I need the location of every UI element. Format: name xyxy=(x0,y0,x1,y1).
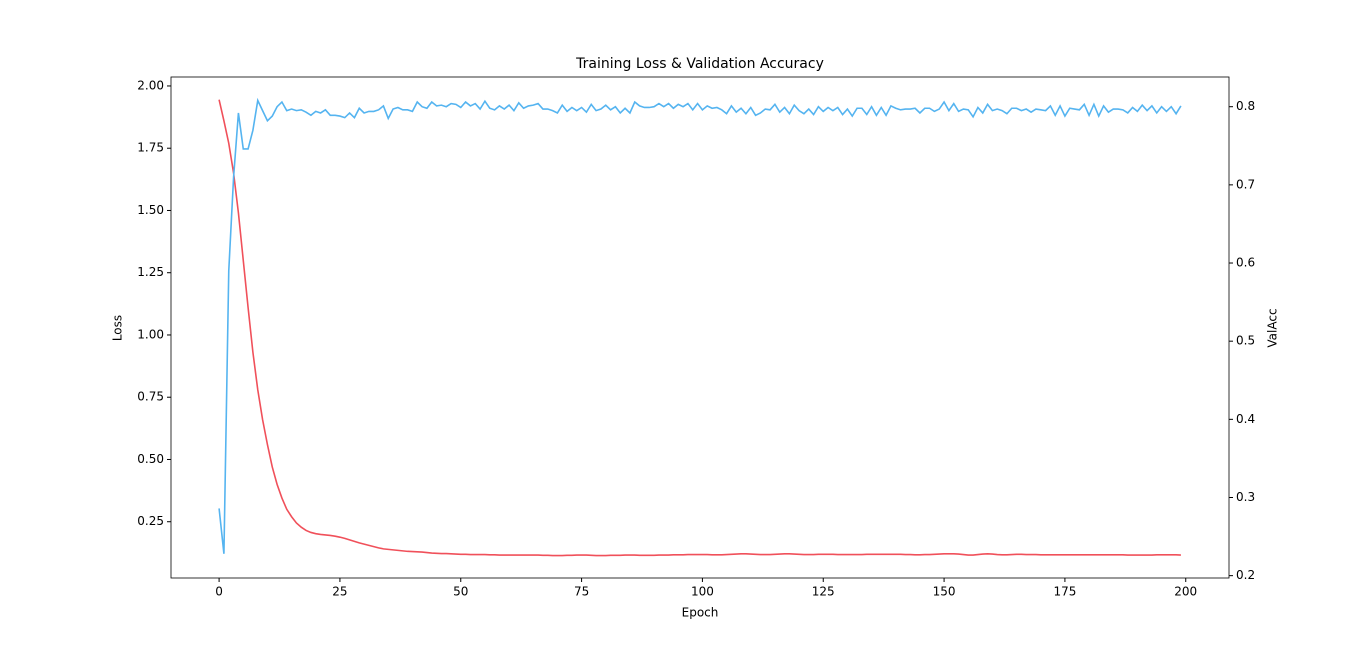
x-tick-label: 200 xyxy=(1174,585,1197,599)
x-tick-label: 175 xyxy=(1053,585,1076,599)
y-tick-label: 1.25 xyxy=(137,265,164,279)
y-tick-label: 1.50 xyxy=(137,203,164,217)
plot-frame xyxy=(170,76,1230,579)
y-tick-label: 1.75 xyxy=(137,141,164,155)
y-tick-label: 1.00 xyxy=(137,327,164,341)
x-axis-label: Epoch xyxy=(682,606,719,620)
y-tick-label: 0.75 xyxy=(137,390,164,404)
x-tick-label: 125 xyxy=(812,585,835,599)
line-series xyxy=(218,99,1181,557)
y-tick-label: 0.25 xyxy=(137,514,164,528)
y2-tick-label: 0.2 xyxy=(1236,568,1255,582)
x-tick-label: 25 xyxy=(332,585,347,599)
x-tick-label: 100 xyxy=(691,585,714,599)
y2-tick-label: 0.5 xyxy=(1236,334,1255,348)
y-tick-label: 0.50 xyxy=(137,452,164,466)
chart-title: Training Loss & Validation Accuracy xyxy=(575,56,824,72)
x-tick-label: 150 xyxy=(933,585,956,599)
y2-tick-label: 0.7 xyxy=(1236,177,1255,191)
y-axis-label: Loss xyxy=(111,315,125,341)
y2-tick-label: 0.8 xyxy=(1236,99,1255,113)
y2-tick-label: 0.3 xyxy=(1236,490,1255,504)
y2-tick-label: 0.4 xyxy=(1236,412,1255,426)
line-series xyxy=(218,97,1182,554)
x-tick-label: 50 xyxy=(453,585,468,599)
y2-tick-label: 0.6 xyxy=(1236,256,1255,270)
x-tick-label: 75 xyxy=(574,585,589,599)
y-tick-label: 2.00 xyxy=(137,78,164,92)
x-tick-label: 0 xyxy=(215,585,223,599)
y2-axis-label: ValAcc xyxy=(1266,308,1280,347)
